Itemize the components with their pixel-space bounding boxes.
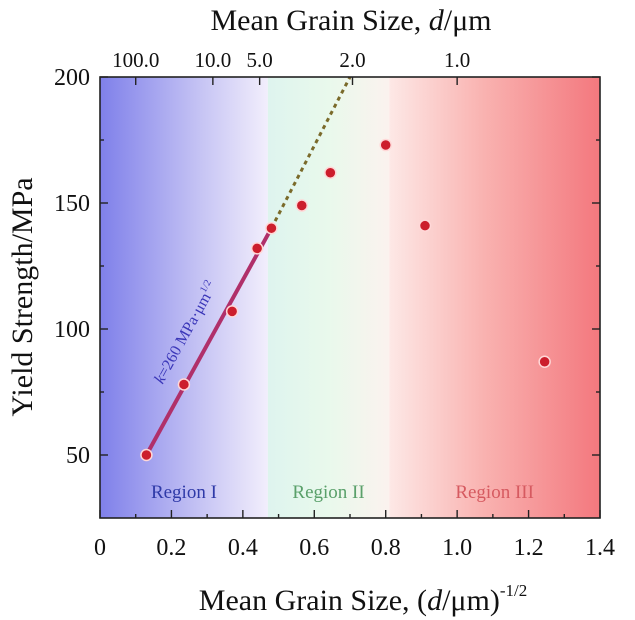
- x-tick-label: 0.2: [156, 535, 186, 561]
- data-point-8: [379, 138, 392, 152]
- x-tick-label: 0.6: [299, 535, 329, 561]
- top-tick-label: 10.0: [194, 48, 231, 72]
- y-axis-title: Yield Strength/MPa: [6, 177, 39, 416]
- region-background-1: [100, 77, 268, 518]
- x-axis-title-exponent: -1/2: [500, 581, 527, 600]
- top-tick-label: 2.0: [339, 48, 365, 72]
- top-tick-label: 1.0: [444, 48, 470, 72]
- x-tick-label: 1.4: [585, 535, 615, 561]
- data-point-4: [250, 242, 264, 255]
- data-point-6: [295, 199, 309, 212]
- data-point-1: [140, 448, 153, 462]
- fit-line-solid: [144, 227, 274, 456]
- top-axis-title-unit: /μm: [444, 4, 492, 37]
- data-point-10: [538, 355, 551, 369]
- top-tick-labels: 100.0 10.0 5.0 2.0 1.0: [112, 48, 470, 72]
- data-point-5: [265, 221, 278, 235]
- x-tick-labels: 0 0.2 0.4 0.6 0.8 1.0 1.2 1.4: [94, 535, 615, 561]
- top-axis-title: Mean Grain Size, d/μm: [210, 4, 491, 37]
- region-background-2: [267, 77, 390, 518]
- x-axis-title-variable: d: [427, 584, 443, 617]
- y-tick-label: 50: [66, 443, 90, 469]
- top-tick-label: 5.0: [247, 48, 273, 72]
- y-tick-label: 200: [54, 65, 90, 91]
- top-axis-title-variable: d: [429, 4, 445, 37]
- x-axis-title-prefix: Mean Grain Size, (: [199, 584, 427, 617]
- data-point-3: [225, 305, 239, 318]
- region-background-3: [389, 77, 600, 518]
- x-tick-label: 0.4: [228, 535, 258, 561]
- top-tick-label: 100.0: [112, 48, 159, 72]
- region-label-2: Region II: [292, 482, 364, 503]
- region-backgrounds: [100, 77, 600, 518]
- slope-annotation-exponent: 1/2: [198, 278, 214, 295]
- axis-ticks: [99, 76, 601, 518]
- x-tick-label: 0.8: [371, 535, 401, 561]
- data-points: [140, 138, 551, 462]
- y-tick-labels: 50 100 150 200: [54, 65, 90, 469]
- x-tick-label: 1.2: [514, 535, 544, 561]
- y-tick-label: 150: [54, 191, 90, 217]
- data-point-2: [177, 378, 191, 391]
- data-point-7: [324, 166, 337, 180]
- x-tick-label: 0: [94, 535, 106, 561]
- top-axis-title-prefix: Mean Grain Size,: [210, 4, 428, 37]
- x-axis-title-unit: /μm): [442, 584, 500, 617]
- x-axis-title: Mean Grain Size, (d/μm)-1/2: [199, 581, 527, 617]
- region-label-1: Region I: [151, 482, 217, 503]
- region-labels: Region I Region II Region III: [151, 482, 534, 503]
- data-point-9: [418, 219, 432, 232]
- region-label-3: Region III: [455, 482, 534, 503]
- x-tick-label: 1.0: [442, 535, 472, 561]
- y-tick-label: 100: [54, 317, 90, 343]
